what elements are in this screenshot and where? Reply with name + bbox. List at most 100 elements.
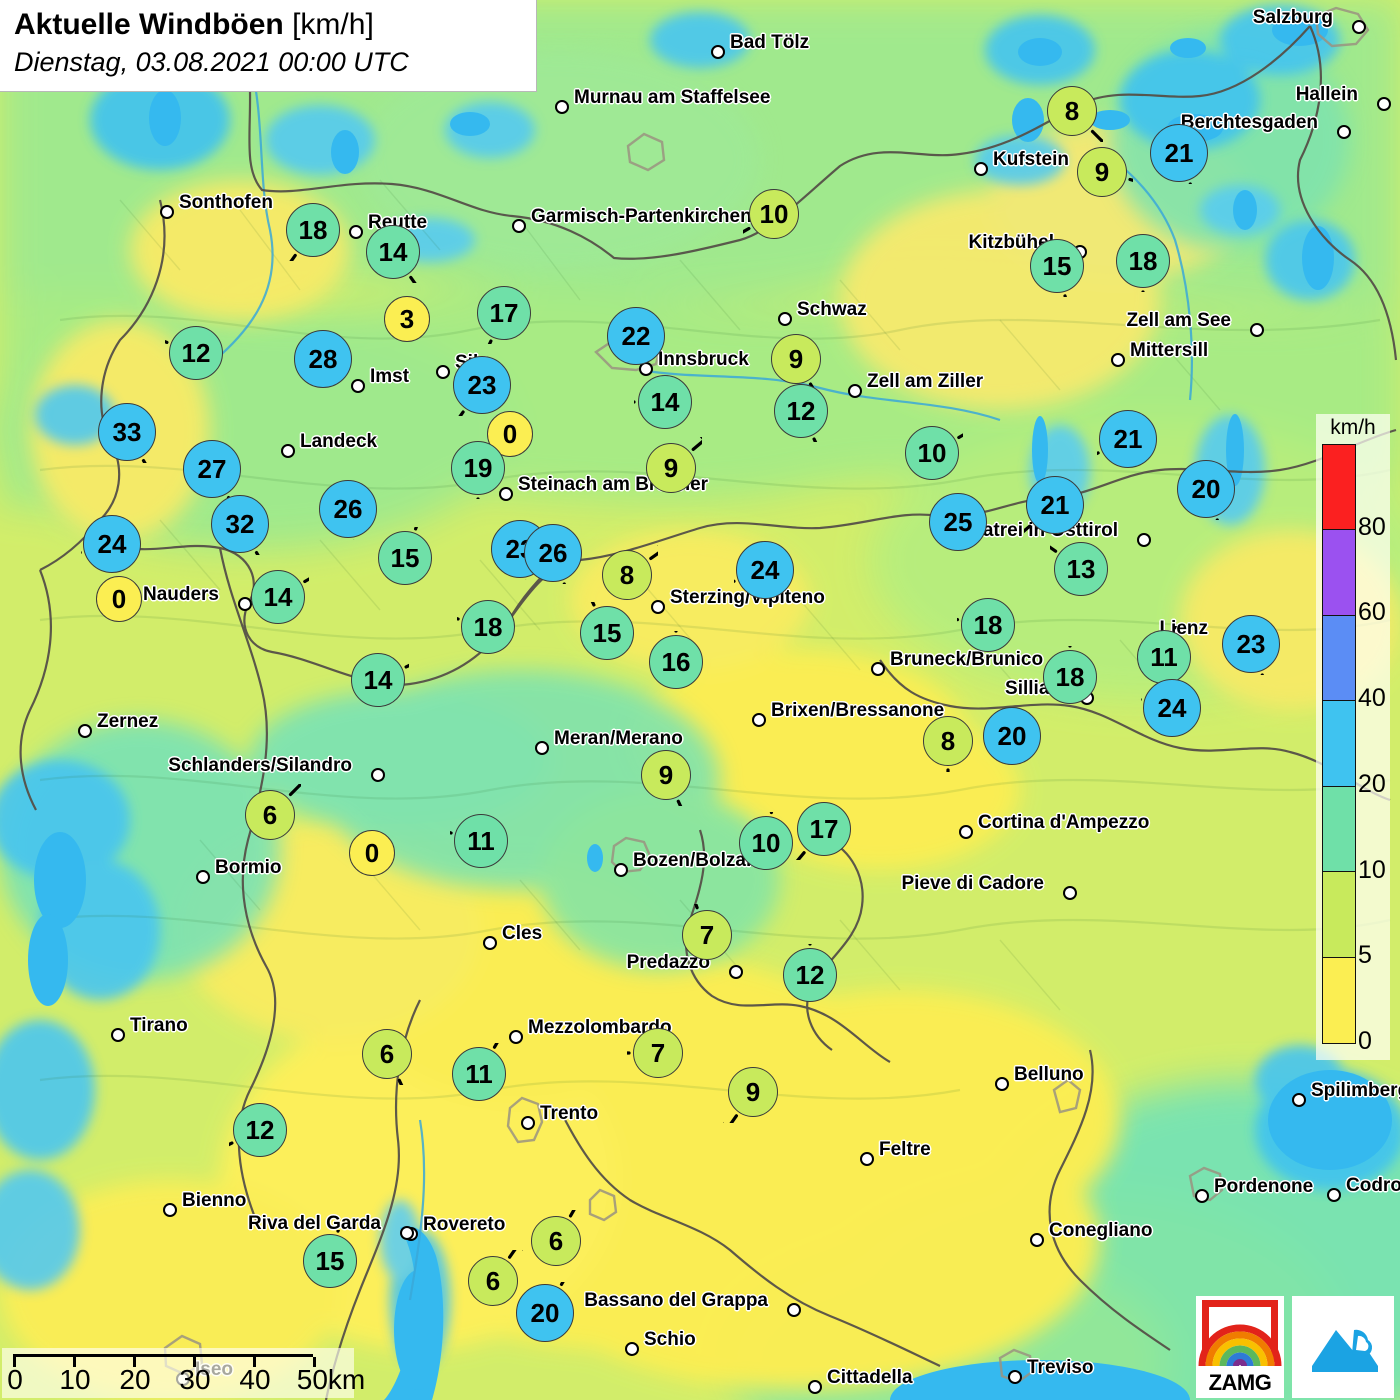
scale-bar-tick	[73, 1357, 76, 1367]
wind-gust-value: 19	[451, 441, 505, 495]
wind-station-marker[interactable]: 15	[303, 1230, 357, 1288]
wind-station-marker[interactable]: 12	[774, 384, 828, 442]
wind-station-marker[interactable]: 8	[1047, 86, 1103, 142]
wind-station-marker[interactable]: 18	[1116, 234, 1170, 292]
wind-station-marker[interactable]: 22	[607, 307, 665, 365]
wind-station-marker[interactable]: 24	[734, 541, 794, 599]
city-label: Pieve di Cadore	[901, 873, 1044, 894]
wind-station-marker[interactable]: 23	[1222, 615, 1280, 675]
city-label: Mittersill	[1130, 340, 1209, 361]
wind-station-marker[interactable]: 18	[457, 600, 515, 654]
wind-station-marker[interactable]: 28	[294, 330, 352, 388]
wind-gust-value: 6	[245, 790, 295, 840]
wind-station-marker[interactable]: 20	[516, 1282, 574, 1342]
wind-station-marker[interactable]: 12	[165, 326, 223, 380]
city-label: Imst	[370, 366, 410, 387]
wind-gust-value: 8	[923, 716, 973, 766]
wind-station-marker[interactable]: 10	[743, 189, 799, 239]
wind-station-marker[interactable]: 3	[384, 296, 430, 342]
wind-station-marker[interactable]: 18	[957, 598, 1015, 652]
scale-bar-tick	[193, 1357, 196, 1367]
city-label: Hallein	[1295, 84, 1358, 105]
wind-station-marker[interactable]: 6	[362, 1029, 412, 1085]
wind-station-marker[interactable]: 11	[450, 814, 508, 868]
wind-station-marker[interactable]: 0	[487, 411, 533, 457]
wind-station-marker[interactable]: 32	[211, 495, 269, 555]
wind-station-marker[interactable]: 11	[1137, 626, 1191, 684]
wind-station-marker[interactable]: 16	[649, 631, 703, 689]
wind-gust-value: 24	[736, 541, 794, 599]
geosphere-logo	[1292, 1296, 1394, 1398]
wind-station-marker[interactable]: 6	[531, 1210, 581, 1266]
wind-station-marker[interactable]: 18	[286, 203, 340, 261]
wind-station-marker[interactable]: 21	[1097, 410, 1157, 468]
wind-station-marker[interactable]: 0	[96, 576, 142, 622]
wind-station-marker[interactable]: 6	[245, 784, 301, 840]
wind-station-marker[interactable]: 14	[634, 375, 692, 429]
wind-station-marker[interactable]: 33	[98, 403, 156, 463]
wind-station-marker[interactable]: 7	[682, 904, 732, 960]
city-label: Bad Tölz	[730, 32, 810, 53]
city-label: Salzburg	[1252, 7, 1333, 28]
city-label: Schio	[644, 1329, 696, 1350]
wind-station-marker[interactable]: 24	[81, 515, 141, 573]
city-label: Bozen/Bolzano	[633, 850, 770, 871]
wind-station-marker[interactable]: 0	[349, 830, 395, 876]
legend-tick-label: 60	[1358, 598, 1386, 627]
wind-station-marker[interactable]: 12	[783, 944, 837, 1002]
wind-station-marker[interactable]: 18	[1043, 646, 1097, 704]
wind-station-marker[interactable]: 17	[795, 802, 851, 860]
wind-station-marker[interactable]: 6	[468, 1250, 523, 1306]
wind-station-marker[interactable]: 14	[351, 653, 409, 707]
wind-station-marker[interactable]: 20	[1177, 460, 1235, 520]
wind-gust-value: 9	[771, 334, 821, 384]
wind-station-marker[interactable]: 7	[627, 1028, 683, 1078]
wind-station-marker[interactable]: 21	[1024, 476, 1084, 534]
wind-station-marker[interactable]: 9	[723, 1067, 778, 1123]
city-dot-icon	[1352, 20, 1366, 34]
wind-station-marker[interactable]: 10	[739, 812, 793, 870]
wind-station-marker[interactable]: 9	[646, 437, 702, 493]
wind-gust-value: 7	[633, 1028, 683, 1078]
city-dot-icon	[78, 724, 92, 738]
legend-segment	[1323, 786, 1355, 873]
wind-station-marker[interactable]: 17	[477, 286, 531, 344]
wind-station-marker[interactable]: 26	[524, 524, 582, 584]
wind-station-marker[interactable]: 21	[1150, 124, 1208, 184]
wind-station-marker[interactable]: 19	[451, 441, 505, 499]
city-label: Cortina d'Ampezzo	[978, 812, 1150, 833]
scale-bar-tick	[313, 1357, 316, 1367]
zamg-logo-text: ZAMG	[1208, 1370, 1272, 1395]
wind-station-marker[interactable]: 14	[366, 225, 420, 283]
wind-station-marker[interactable]: 15	[378, 527, 432, 585]
wind-station-marker[interactable]: 10	[905, 426, 963, 480]
wind-gust-value: 21	[1026, 476, 1084, 534]
wind-station-marker[interactable]: 9	[641, 750, 691, 806]
wind-gust-value: 18	[1043, 650, 1097, 704]
wind-station-marker[interactable]: 25	[929, 493, 987, 551]
wind-station-marker[interactable]: 24	[1141, 679, 1201, 737]
wind-station-marker[interactable]: 14	[251, 570, 309, 624]
wind-station-marker[interactable]: 11	[452, 1043, 506, 1101]
wind-station-marker[interactable]: 12	[229, 1103, 287, 1157]
wind-station-marker[interactable]: 26	[319, 480, 377, 540]
wind-station-marker[interactable]: 23	[453, 356, 511, 416]
wind-gust-value: 18	[461, 600, 515, 654]
wind-station-marker[interactable]: 9	[771, 334, 821, 390]
city-label: Treviso	[1027, 1357, 1094, 1378]
wind-station-marker[interactable]: 20	[983, 707, 1041, 765]
city-label: Cles	[502, 923, 543, 944]
wind-gust-value: 7	[682, 910, 732, 960]
wind-station-marker[interactable]: 13	[1050, 542, 1108, 596]
wind-gust-value: 17	[477, 286, 531, 340]
wind-station-marker[interactable]: 15	[1030, 239, 1084, 297]
wind-station-marker[interactable]: 8	[602, 545, 658, 600]
wind-station-marker[interactable]: 15	[580, 602, 634, 660]
city-dot-icon	[871, 662, 885, 676]
wind-station-marker[interactable]: 8	[923, 716, 973, 772]
city-dot-icon	[1111, 353, 1125, 367]
city-dot-icon	[1292, 1093, 1306, 1107]
city-label: Murnau am Staffelsee	[574, 87, 771, 108]
wind-station-marker[interactable]: 9	[1077, 147, 1133, 197]
wind-station-marker[interactable]: 27	[183, 440, 241, 500]
